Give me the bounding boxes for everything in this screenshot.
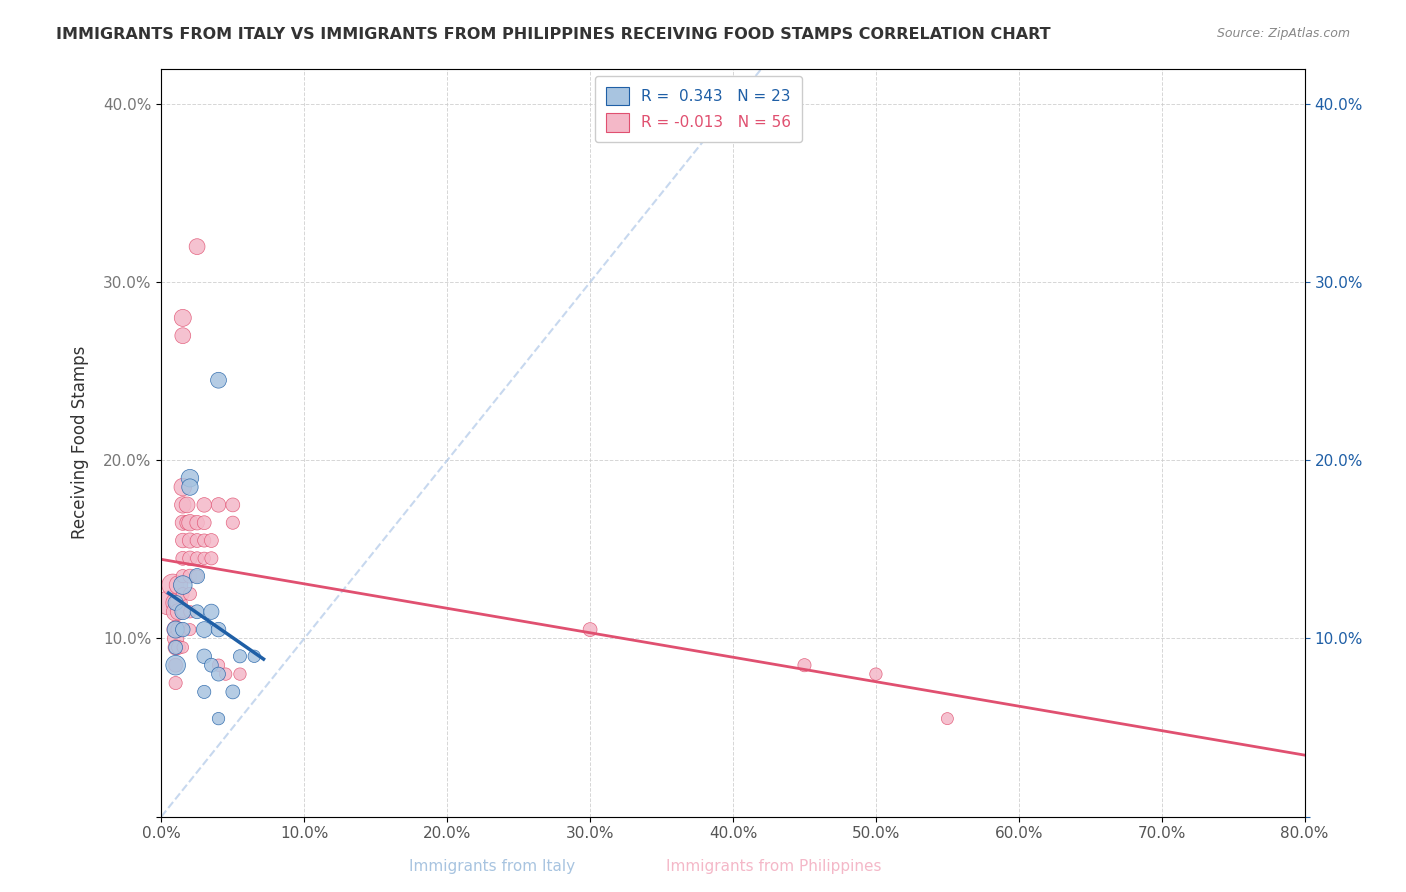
Point: [200, 658, 222, 673]
Point: [165, 676, 187, 690]
Point: [172, 605, 194, 619]
Point: [172, 578, 194, 592]
Point: [172, 480, 194, 494]
Point: [165, 623, 187, 637]
Point: [865, 667, 887, 681]
Point: [222, 498, 245, 512]
Y-axis label: Receiving Food Stamps: Receiving Food Stamps: [72, 346, 89, 540]
Point: [167, 596, 190, 610]
Point: [172, 587, 194, 601]
Point: [186, 239, 208, 253]
Point: [193, 498, 215, 512]
Point: [207, 658, 229, 673]
Point: [172, 498, 194, 512]
Point: [172, 569, 194, 583]
Point: [172, 623, 194, 637]
Point: [165, 658, 187, 673]
Point: [229, 649, 252, 664]
Point: [193, 551, 215, 566]
Point: [157, 596, 180, 610]
Point: [193, 516, 215, 530]
Point: [186, 605, 208, 619]
Point: [207, 712, 229, 726]
Text: IMMIGRANTS FROM ITALY VS IMMIGRANTS FROM PHILIPPINES RECEIVING FOOD STAMPS CORRE: IMMIGRANTS FROM ITALY VS IMMIGRANTS FROM…: [56, 27, 1050, 42]
Point: [179, 471, 201, 485]
Point: [193, 533, 215, 548]
Point: [179, 516, 201, 530]
Point: [193, 623, 215, 637]
Point: [176, 498, 198, 512]
Text: Immigrants from Italy: Immigrants from Italy: [409, 859, 575, 874]
Point: [165, 596, 187, 610]
Point: [167, 623, 190, 637]
Point: [207, 623, 229, 637]
Point: [172, 623, 194, 637]
Point: [172, 310, 194, 325]
Point: [179, 587, 201, 601]
Point: [179, 480, 201, 494]
Point: [200, 605, 222, 619]
Point: [167, 605, 190, 619]
Point: [179, 533, 201, 548]
Point: [936, 712, 959, 726]
Point: [172, 640, 194, 655]
Point: [186, 533, 208, 548]
Point: [200, 533, 222, 548]
Point: [172, 533, 194, 548]
Point: [165, 640, 187, 655]
Point: [165, 605, 187, 619]
Point: [167, 640, 190, 655]
Point: [162, 578, 184, 592]
Point: [172, 551, 194, 566]
Point: [179, 623, 201, 637]
Point: [165, 632, 187, 646]
Point: [579, 623, 602, 637]
Point: [200, 551, 222, 566]
Point: [179, 569, 201, 583]
Point: [222, 516, 245, 530]
Point: [186, 569, 208, 583]
Point: [207, 667, 229, 681]
Point: [165, 658, 187, 673]
Point: [207, 373, 229, 387]
Point: [165, 623, 187, 637]
Text: Immigrants from Philippines: Immigrants from Philippines: [665, 859, 882, 874]
Point: [179, 551, 201, 566]
Point: [167, 578, 190, 592]
Point: [172, 328, 194, 343]
Point: [186, 551, 208, 566]
Point: [172, 516, 194, 530]
Point: [214, 667, 236, 681]
Text: Source: ZipAtlas.com: Source: ZipAtlas.com: [1216, 27, 1350, 40]
Point: [165, 596, 187, 610]
Point: [793, 658, 815, 673]
Point: [193, 649, 215, 664]
Point: [229, 667, 252, 681]
Point: [243, 649, 266, 664]
Point: [172, 605, 194, 619]
Point: [165, 640, 187, 655]
Point: [179, 605, 201, 619]
Point: [186, 569, 208, 583]
Point: [222, 685, 245, 699]
Point: [193, 685, 215, 699]
Legend: R =  0.343   N = 23, R = -0.013   N = 56: R = 0.343 N = 23, R = -0.013 N = 56: [596, 76, 801, 143]
Point: [186, 516, 208, 530]
Point: [176, 516, 198, 530]
Point: [207, 498, 229, 512]
